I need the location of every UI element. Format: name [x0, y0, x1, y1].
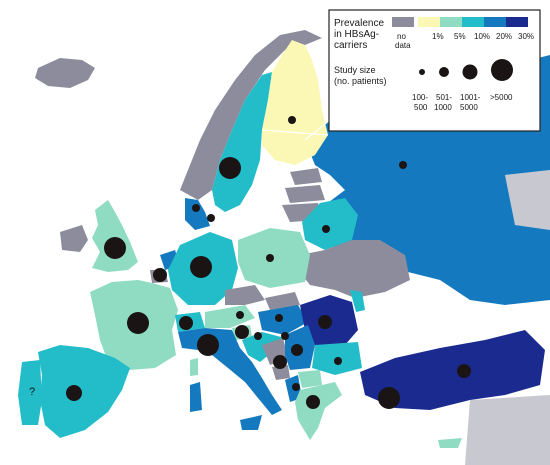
dot-switzerland: [179, 316, 193, 330]
country-czechia: [225, 285, 265, 305]
threshold-label-1: 1%: [432, 32, 444, 41]
country-belarus: [302, 198, 358, 250]
swatch-20-30: [506, 17, 528, 27]
size-label-2-line1: 501-: [436, 93, 452, 102]
no-data-label-line2: data: [395, 41, 411, 50]
region-arctic-islands: [505, 170, 550, 230]
country-ireland: [60, 225, 88, 252]
country-montenegro: [272, 365, 290, 380]
dot-poland: [266, 254, 274, 262]
swatch-lt1: [418, 17, 440, 27]
dot-belarus: [322, 225, 330, 233]
swatch-no-data: [392, 17, 414, 27]
dot-hungary: [275, 314, 283, 322]
study-size-title-line2: (no. patients): [334, 76, 387, 86]
dot-bosnia: [281, 332, 289, 340]
threshold-label-5: 30%: [518, 32, 534, 41]
size-label-2-line2: 1000: [434, 103, 452, 112]
dot-uk: [104, 237, 126, 259]
threshold-label-3: 10%: [474, 32, 490, 41]
prevalence-title-line1: Prevalence: [334, 18, 384, 29]
study-size-title-line1: Study size: [334, 65, 376, 75]
swatch-1-5: [440, 17, 462, 27]
country-corsica: [190, 358, 198, 376]
dot-bulgaria: [334, 357, 342, 365]
dot-austria: [236, 311, 244, 319]
threshold-label-4: 20%: [496, 32, 512, 41]
dot-romania: [318, 315, 332, 329]
swatch-10-20: [484, 17, 506, 27]
country-macedonia: [298, 370, 322, 388]
dot-spain: [66, 385, 82, 401]
prevalence-title-line3: carriers: [334, 40, 367, 51]
country-moldova: [350, 290, 365, 312]
legend: Prevalence in HBsAg- carriers no data 1%…: [328, 9, 541, 132]
country-denmark: [185, 198, 210, 230]
country-latvia: [285, 185, 325, 203]
dot-denmark: [192, 204, 200, 212]
dot-france: [127, 312, 149, 334]
size-dot-large: [462, 64, 478, 80]
dot-netherlands: [153, 268, 167, 282]
size-dot-small: [419, 69, 425, 75]
country-cyprus: [438, 438, 462, 448]
dot-greece: [306, 395, 320, 409]
country-ukraine: [298, 240, 410, 298]
country-greece: [295, 382, 342, 440]
dot-montenegro: [273, 355, 287, 369]
country-sardinia: [190, 382, 202, 412]
dot-russia: [399, 161, 407, 169]
country-uk: [92, 200, 138, 272]
threshold-label-2: 5%: [454, 32, 466, 41]
country-spain: [38, 345, 130, 438]
country-portugal: [18, 360, 42, 425]
size-label-3-line1: 1001-: [460, 93, 481, 102]
no-data-label-line1: no: [397, 32, 406, 41]
swatch-5-10: [462, 17, 484, 27]
dot-turkey: [457, 364, 471, 378]
prevalence-title-line2: in HBsAg-: [334, 29, 379, 40]
dot-albania: [292, 383, 300, 391]
size-label-1-line2: 500: [414, 103, 428, 112]
dot-slovenia: [235, 325, 249, 339]
country-sicily: [240, 415, 262, 430]
country-austria: [205, 305, 255, 328]
dot-finland: [288, 116, 296, 124]
size-label-3-line2: 5000: [460, 103, 478, 112]
dot-germany: [190, 256, 212, 278]
dot-croatia: [254, 332, 262, 340]
country-slovakia: [265, 292, 300, 310]
country-estonia: [290, 168, 322, 185]
dot-greece-2: [378, 387, 400, 409]
dot-sweden: [219, 157, 241, 179]
dot-serbia: [291, 344, 303, 356]
region-middle-east: [465, 395, 550, 465]
country-borders: [261, 119, 331, 141]
size-label-4-line1: >5000: [490, 93, 513, 102]
country-hungary: [258, 305, 308, 335]
size-dot-medium: [439, 67, 449, 77]
country-iceland: [35, 58, 95, 88]
unknown-marker: ?: [29, 386, 35, 398]
dot-italy: [197, 334, 219, 356]
country-turkey: [360, 330, 545, 410]
country-norway: [180, 30, 322, 200]
dot-denmark-2: [207, 214, 215, 222]
size-label-1-line1: 100-: [412, 93, 428, 102]
size-dot-xlarge: [491, 59, 513, 81]
study-dots: [66, 116, 471, 409]
